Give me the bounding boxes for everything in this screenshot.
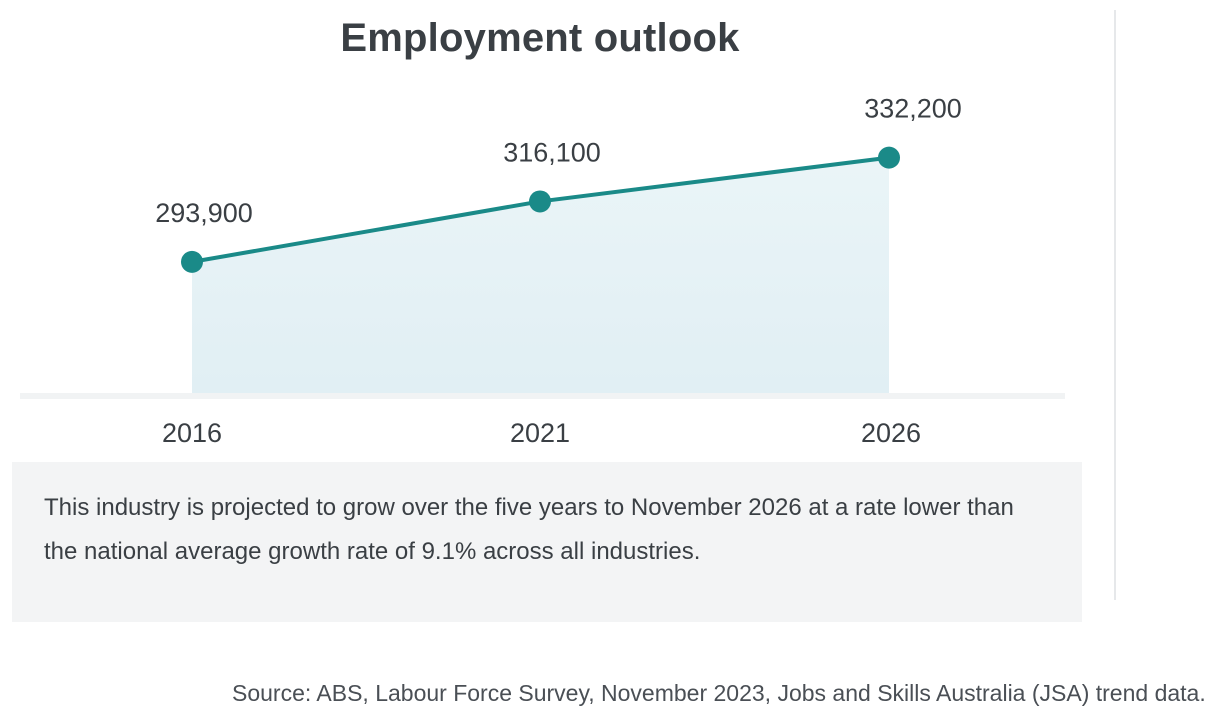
growth-note-text: This industry is projected to grow over … [44, 494, 1014, 565]
area-fill [192, 157, 889, 395]
data-label-2026: 332,200 [864, 94, 962, 124]
data-point-2016 [181, 250, 203, 273]
x-tick-2021: 2021 [510, 418, 570, 448]
baseline [20, 393, 1065, 399]
x-tick-2016: 2016 [162, 418, 222, 448]
x-tick-2026: 2026 [861, 418, 921, 448]
line-chart: 293,900 2016 316,100 2021 332,200 2026 [20, 94, 1065, 448]
data-point-2026 [878, 146, 900, 169]
data-point-2021 [529, 190, 551, 213]
chart-title: Employment outlook [340, 16, 740, 60]
vertical-divider [1114, 10, 1116, 600]
growth-note: This industry is projected to grow over … [12, 462, 1082, 622]
source-note: Source: ABS, Labour Force Survey, Novemb… [232, 680, 1206, 706]
data-label-2016: 293,900 [155, 198, 253, 228]
data-label-2021: 316,100 [503, 137, 601, 167]
